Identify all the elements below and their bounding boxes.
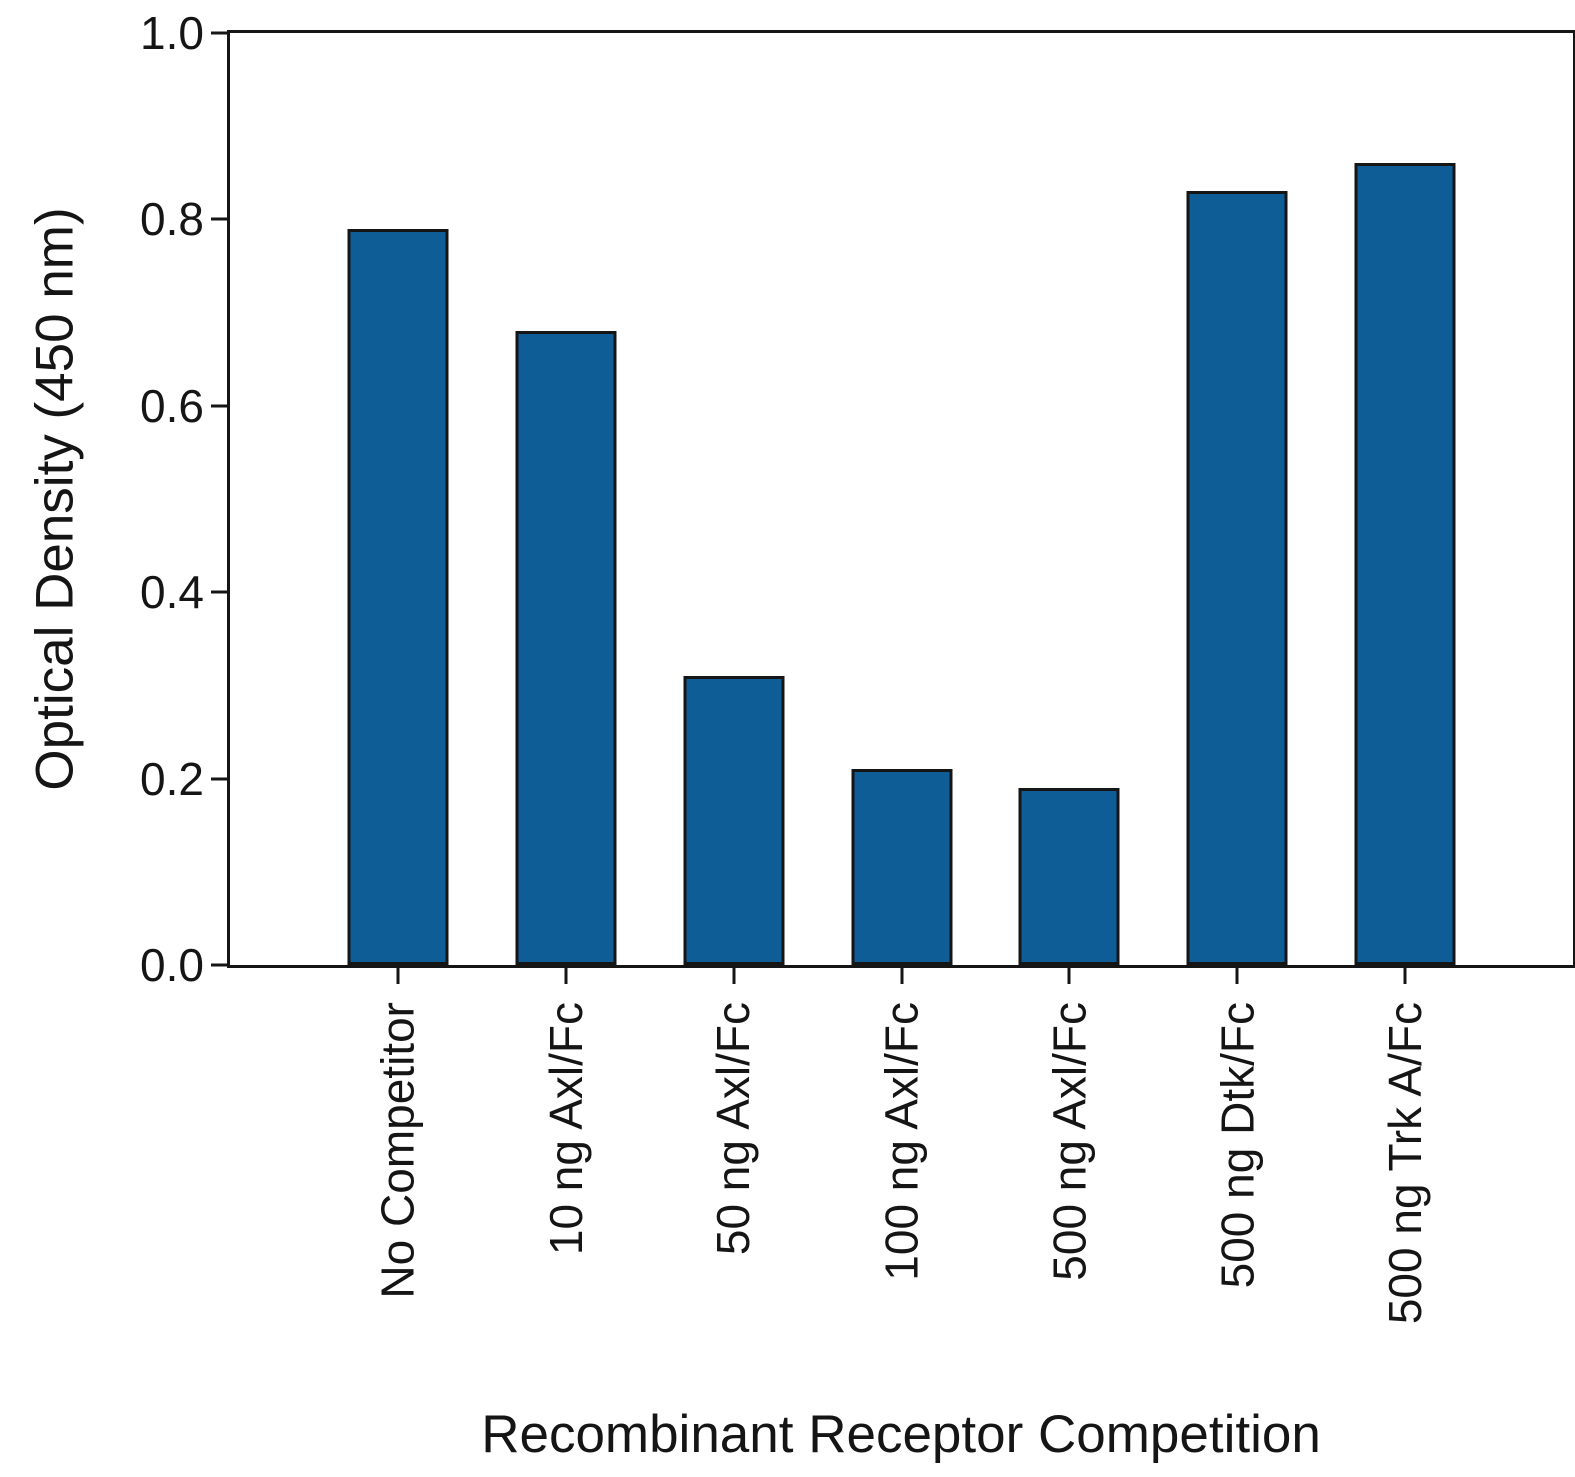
bar — [1018, 787, 1120, 965]
x-tick-label: 50 ng Axl/Fc — [707, 1002, 760, 1256]
y-tick-label: 0.2 — [140, 752, 204, 805]
y-tick-label: 0.6 — [140, 379, 204, 432]
x-tick-label: 100 ng Axl/Fc — [875, 1002, 928, 1281]
y-tick-label: 1.0 — [140, 7, 204, 59]
y-tick-label: 0.0 — [140, 939, 204, 991]
y-tick — [211, 777, 227, 781]
bar — [1186, 191, 1288, 965]
bar — [515, 331, 617, 965]
y-tick-label: 0.4 — [140, 566, 204, 619]
bar — [347, 228, 449, 965]
x-tick — [900, 968, 903, 984]
y-tick — [211, 590, 227, 594]
plot-area: 0.0 0.2 0.4 0.6 0.8 1.0 No Competitor 10 ng Ax… — [140, 10, 1575, 1324]
x-tick — [732, 968, 736, 984]
y-axis-title: Optical Density (450 nm) — [25, 207, 85, 791]
x-tick — [1067, 968, 1071, 984]
x-tick-label: 500 ng Trk A/Fc — [1379, 1002, 1432, 1325]
y-tick-label: 0.8 — [140, 193, 204, 246]
x-tick-label: No Competitor — [371, 1002, 424, 1299]
x-tick-label: 10 ng Axl/Fc — [539, 1002, 592, 1256]
x-tick-label: 500 ng Axl/Fc — [1043, 1002, 1096, 1281]
x-axis-title: Recombinant Receptor Competition — [481, 1405, 1321, 1464]
y-tick — [211, 963, 227, 967]
y-tick — [211, 404, 227, 408]
x-tick — [396, 968, 400, 984]
x-tick — [564, 968, 568, 984]
x-tick — [1235, 968, 1239, 984]
y-tick — [211, 217, 227, 221]
y-tick — [211, 31, 227, 35]
x-tick — [1403, 968, 1407, 984]
bar — [851, 769, 952, 965]
x-tick-label: 500 ng Dtk/Fc — [1211, 1002, 1264, 1289]
bar — [683, 676, 785, 965]
bar — [1354, 163, 1456, 965]
